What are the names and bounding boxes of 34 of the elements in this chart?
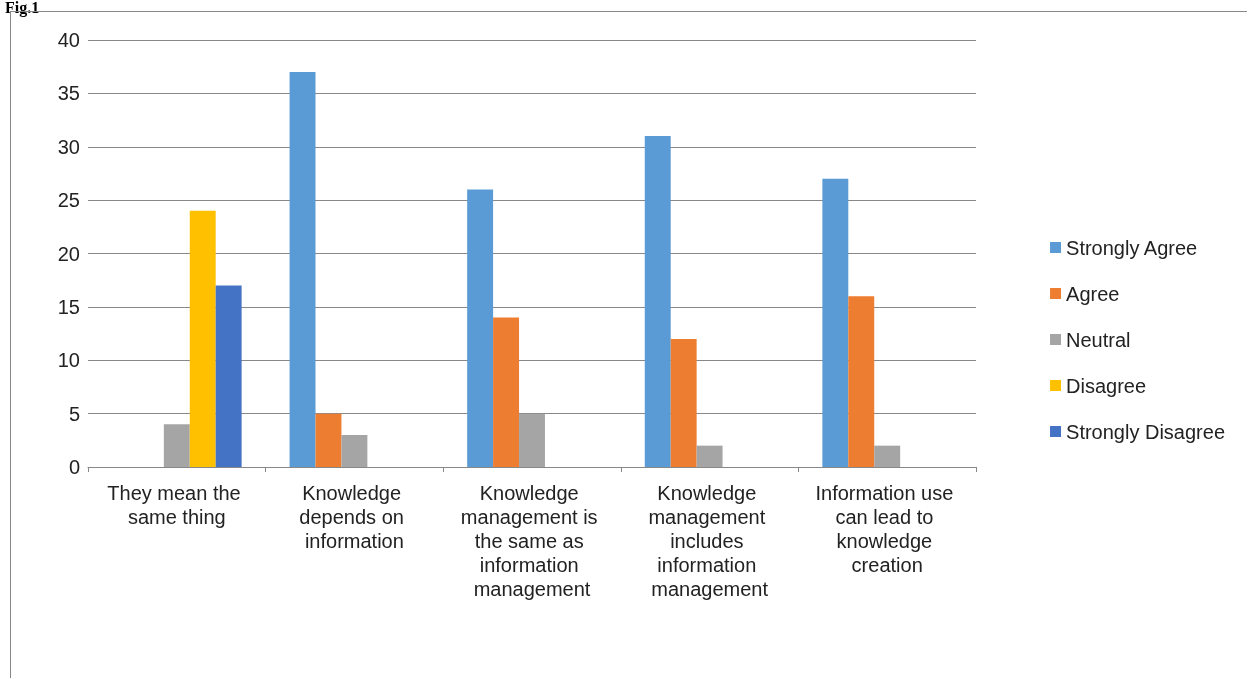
- y-tick-label: 10: [57, 349, 80, 372]
- bar: [644, 136, 671, 467]
- x-tick-label: Knowledge management includes information management: [648, 482, 771, 600]
- bar: [874, 445, 901, 467]
- bar: [848, 296, 875, 467]
- bar: [163, 424, 190, 467]
- x-tick-label: Knowledge management is the same as information management: [460, 482, 604, 600]
- legend-label: Neutral: [1066, 328, 1131, 351]
- bar: [289, 72, 316, 467]
- x-tick-label: They mean the same thing: [107, 482, 247, 528]
- y-tick-label: 15: [57, 295, 80, 318]
- bar: [822, 178, 849, 467]
- bar: [189, 210, 216, 467]
- y-tick-label: 0: [68, 456, 80, 478]
- bar: [215, 285, 242, 467]
- bar: [341, 434, 368, 467]
- y-tick-label: 30: [57, 135, 80, 158]
- bar: [493, 317, 520, 467]
- legend-label: Agree: [1066, 282, 1120, 305]
- legend-label: Strongly Agree: [1066, 236, 1198, 259]
- y-tick-label: 25: [57, 189, 80, 212]
- y-tick-label: 35: [57, 82, 80, 105]
- y-tick-label: 40: [57, 29, 80, 51]
- bar: [670, 338, 697, 467]
- legend-label: Strongly Disagree: [1066, 420, 1225, 443]
- bar: [519, 413, 545, 467]
- legend-label: Disagree: [1066, 374, 1147, 397]
- bar: [467, 189, 494, 467]
- bar: [696, 445, 723, 467]
- y-tick-label: 20: [57, 242, 80, 265]
- bar: [315, 413, 342, 467]
- y-tick-label: 5: [68, 402, 80, 425]
- x-tick-label: Knowledge depends on information: [299, 482, 410, 552]
- x-tick-label: Information use can lead to knowledge creation: [815, 482, 959, 576]
